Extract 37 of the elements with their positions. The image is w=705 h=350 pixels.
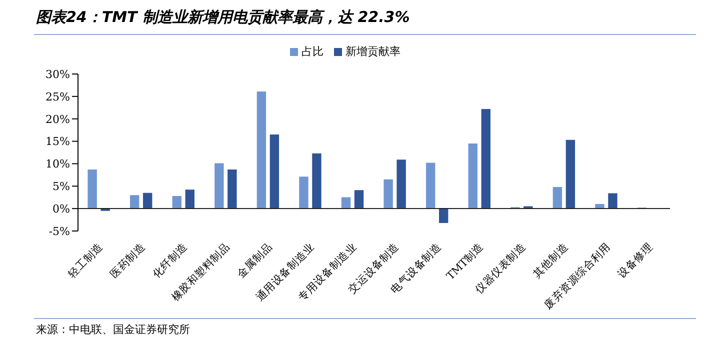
y-tick-label: -5% <box>48 224 70 238</box>
bar <box>467 142 478 209</box>
bar <box>382 178 394 209</box>
bar <box>311 152 322 209</box>
x-tick-label: 设备修理 <box>616 240 656 280</box>
bar <box>396 158 407 209</box>
bar <box>425 162 436 209</box>
bar <box>129 194 140 209</box>
bar <box>256 90 267 209</box>
y-tick-label: 25% <box>46 90 70 104</box>
y-tick-label: 15% <box>46 135 70 148</box>
bar <box>214 162 225 209</box>
source-note: 来源：中电联、国金证券研究所 <box>36 322 190 337</box>
bar <box>298 176 310 209</box>
bar <box>340 196 352 209</box>
x-tick-label: 轻工制造 <box>65 240 106 280</box>
legend-label: 占比 <box>302 45 324 58</box>
bar <box>438 208 449 224</box>
bar <box>552 186 563 209</box>
bar <box>269 134 280 209</box>
bar <box>142 192 153 209</box>
y-tick-label: 5% <box>52 180 70 194</box>
bar <box>354 189 364 209</box>
x-tick-label: 医药制造 <box>107 240 148 280</box>
bar <box>171 195 182 209</box>
bar <box>480 108 492 209</box>
legend-label: 新增贡献率 <box>346 45 400 58</box>
bar <box>86 168 98 209</box>
y-tick-label: 20% <box>46 112 70 126</box>
bar <box>565 139 576 209</box>
bar <box>184 188 196 209</box>
y-tick-label: 0% <box>52 202 70 216</box>
y-tick-label: 30% <box>46 68 70 81</box>
chart-title: 图表24：TMT 制造业新增用电贡献率最高，达 22.3% <box>36 8 411 27</box>
bar <box>226 168 238 209</box>
bar <box>607 192 618 209</box>
y-tick-label: 10% <box>46 158 70 171</box>
